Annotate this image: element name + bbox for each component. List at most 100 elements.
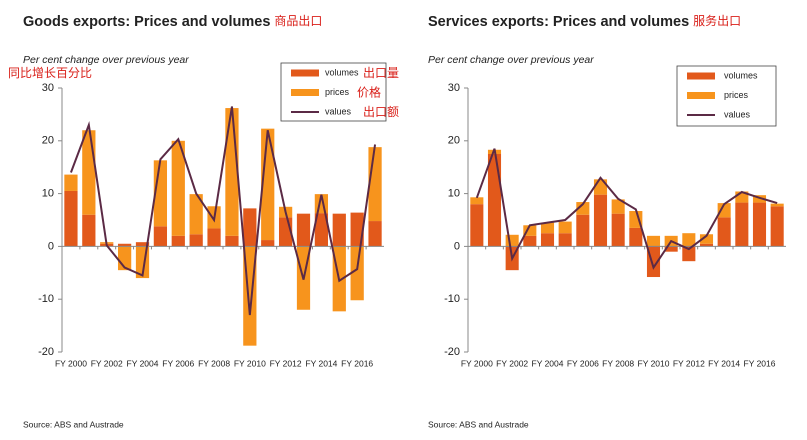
y-tick-label: 30 [42, 82, 54, 94]
x-tick-label: FY 2010 [638, 358, 670, 368]
bar [576, 214, 590, 247]
bar [664, 246, 678, 252]
x-tick-label: FY 2002 [91, 358, 123, 368]
bar [487, 154, 502, 247]
bar [332, 213, 346, 247]
bar [523, 235, 537, 247]
legend-label: values [724, 109, 751, 119]
y-tick-label: 10 [42, 188, 54, 200]
bar [64, 174, 78, 191]
chart-title-cn: 服务出口 [693, 13, 741, 28]
bar [64, 190, 78, 247]
bar [629, 227, 643, 247]
bar [171, 140, 185, 236]
y-tick-label: 30 [448, 82, 460, 94]
bar [368, 147, 382, 222]
x-tick-label: FY 2012 [270, 358, 302, 368]
bar [117, 243, 132, 247]
bar [296, 213, 311, 247]
bar [682, 246, 696, 262]
bar [752, 202, 767, 247]
bar [243, 208, 257, 247]
bar [207, 228, 221, 247]
line [70, 106, 377, 316]
legend-swatch [291, 89, 319, 96]
x-tick-label: FY 2014 [708, 358, 740, 368]
bar [558, 233, 572, 247]
y-tick-label: 20 [448, 135, 460, 147]
bar [558, 221, 572, 234]
legend-label: prices [325, 87, 350, 97]
bar [470, 204, 484, 247]
bar [153, 226, 168, 247]
bar [593, 179, 608, 195]
y-tick-label: 0 [48, 240, 54, 252]
y-tick-label: -10 [444, 293, 460, 305]
x-tick-label: FY 2012 [673, 358, 705, 368]
bar [682, 233, 696, 247]
legend-swatch [687, 72, 715, 80]
bar [261, 240, 275, 247]
legend-swatch [291, 69, 319, 77]
bar [523, 225, 537, 236]
x-tick-label: FY 2004 [532, 358, 564, 368]
legend-label: values [325, 106, 352, 116]
x-tick-label: FY 2008 [198, 358, 230, 368]
line [475, 148, 778, 270]
y-tick-label: 20 [42, 135, 54, 147]
bar [470, 197, 484, 205]
bar [505, 234, 519, 247]
legend-label-cn: 出口量 [363, 66, 399, 80]
x-tick-label: FY 2000 [461, 358, 493, 368]
legend-label: volumes [325, 67, 359, 77]
bar [699, 234, 714, 244]
bar [629, 211, 643, 228]
bar [576, 202, 590, 215]
bar [717, 217, 731, 247]
chart-subtitle: Per cent change over previous year [428, 54, 594, 66]
bar [735, 191, 749, 203]
legend-label: volumes [724, 70, 758, 80]
chart-subtitle: Per cent change over previous year [23, 54, 189, 66]
bar [752, 195, 767, 203]
bar [314, 213, 329, 247]
x-tick-label: FY 2004 [127, 358, 159, 368]
bar [540, 233, 555, 247]
x-tick-label: FY 2002 [496, 358, 528, 368]
bar [611, 199, 625, 214]
legend-swatch [687, 92, 715, 99]
x-tick-label: FY 2014 [305, 358, 337, 368]
bar [189, 234, 203, 247]
x-tick-label: FY 2006 [567, 358, 599, 368]
legend-label-cn: 价格 [357, 85, 381, 100]
bar [735, 202, 749, 247]
x-tick-label: FY 2000 [55, 358, 87, 368]
bar [350, 246, 364, 301]
bar [717, 203, 731, 218]
source: Source: ABS and Austrade [428, 419, 529, 429]
bar [82, 130, 96, 215]
chart-title-cn: 商品出口 [274, 13, 322, 28]
bar [350, 212, 364, 247]
bar [646, 235, 661, 247]
bar [611, 213, 625, 247]
bar [82, 214, 96, 247]
y-tick-label: 0 [454, 240, 460, 252]
bar [770, 206, 784, 247]
x-tick-label: FY 2008 [602, 358, 634, 368]
x-tick-label: FY 2016 [744, 358, 776, 368]
chart-title: Services exports: Prices and volumes [428, 14, 689, 30]
bar [699, 243, 714, 247]
x-tick-label: FY 2016 [341, 358, 373, 368]
y-tick-label: -20 [444, 346, 460, 358]
chart-title: Goods exports: Prices and volumes [23, 14, 270, 30]
bar [225, 235, 239, 247]
legend-label: prices [724, 90, 749, 100]
source: Source: ABS and Austrade [23, 419, 124, 429]
x-tick-label: FY 2006 [162, 358, 194, 368]
bar [770, 203, 784, 207]
x-tick-label: FY 2010 [234, 358, 266, 368]
bar [171, 235, 185, 247]
y-tick-label: -10 [38, 293, 54, 305]
